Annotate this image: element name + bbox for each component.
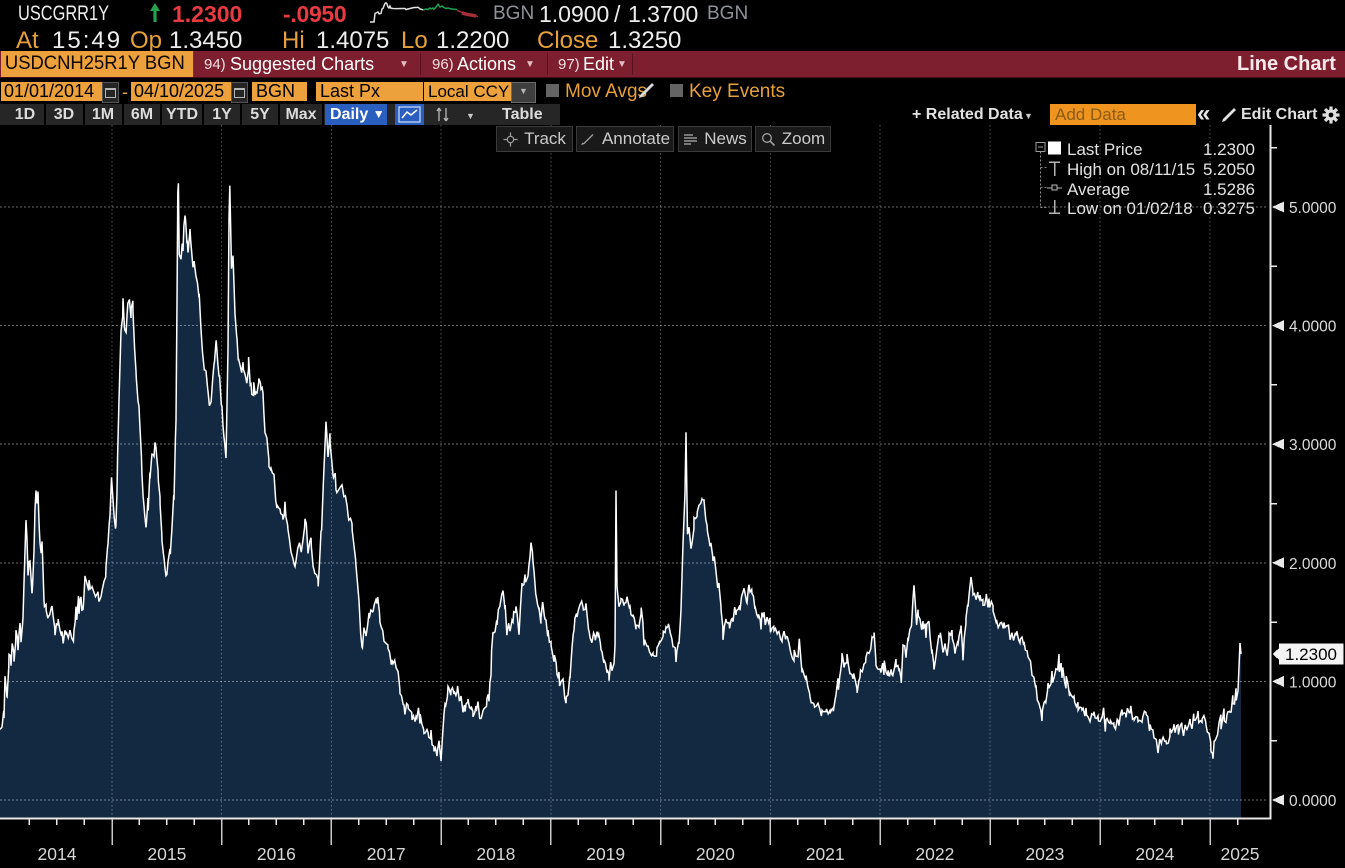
svg-text:4.0000: 4.0000 (1289, 319, 1337, 336)
svg-text:2020: 2020 (696, 844, 735, 864)
svg-text:2017: 2017 (367, 844, 406, 864)
svg-text:2024: 2024 (1135, 844, 1174, 864)
svg-text:3.0000: 3.0000 (1289, 437, 1337, 454)
svg-text:High on 08/11/15: High on 08/11/15 (1067, 160, 1195, 179)
svg-text:0.0000: 0.0000 (1289, 793, 1337, 810)
svg-text:Average: Average (1067, 180, 1130, 199)
svg-text:2025: 2025 (1221, 844, 1260, 864)
svg-text:2021: 2021 (806, 844, 845, 864)
svg-text:1.0000: 1.0000 (1289, 674, 1337, 691)
svg-text:5.0000: 5.0000 (1289, 200, 1337, 217)
svg-text:2023: 2023 (1025, 844, 1064, 864)
svg-text:0.3275: 0.3275 (1203, 199, 1255, 218)
svg-text:Last Price: Last Price (1067, 140, 1143, 159)
svg-text:2015: 2015 (147, 844, 186, 864)
svg-text:2016: 2016 (257, 844, 296, 864)
svg-text:2.0000: 2.0000 (1289, 556, 1337, 573)
svg-text:Low on 01/02/18: Low on 01/02/18 (1067, 199, 1193, 218)
svg-text:1.2300: 1.2300 (1203, 140, 1255, 159)
svg-text:2014: 2014 (38, 844, 77, 864)
svg-text:5.2050: 5.2050 (1203, 160, 1255, 179)
svg-text:1.2300: 1.2300 (1285, 645, 1337, 664)
svg-text:2019: 2019 (586, 844, 625, 864)
svg-text:2018: 2018 (476, 844, 515, 864)
svg-text:2022: 2022 (915, 844, 954, 864)
svg-text:1.5286: 1.5286 (1203, 180, 1255, 199)
